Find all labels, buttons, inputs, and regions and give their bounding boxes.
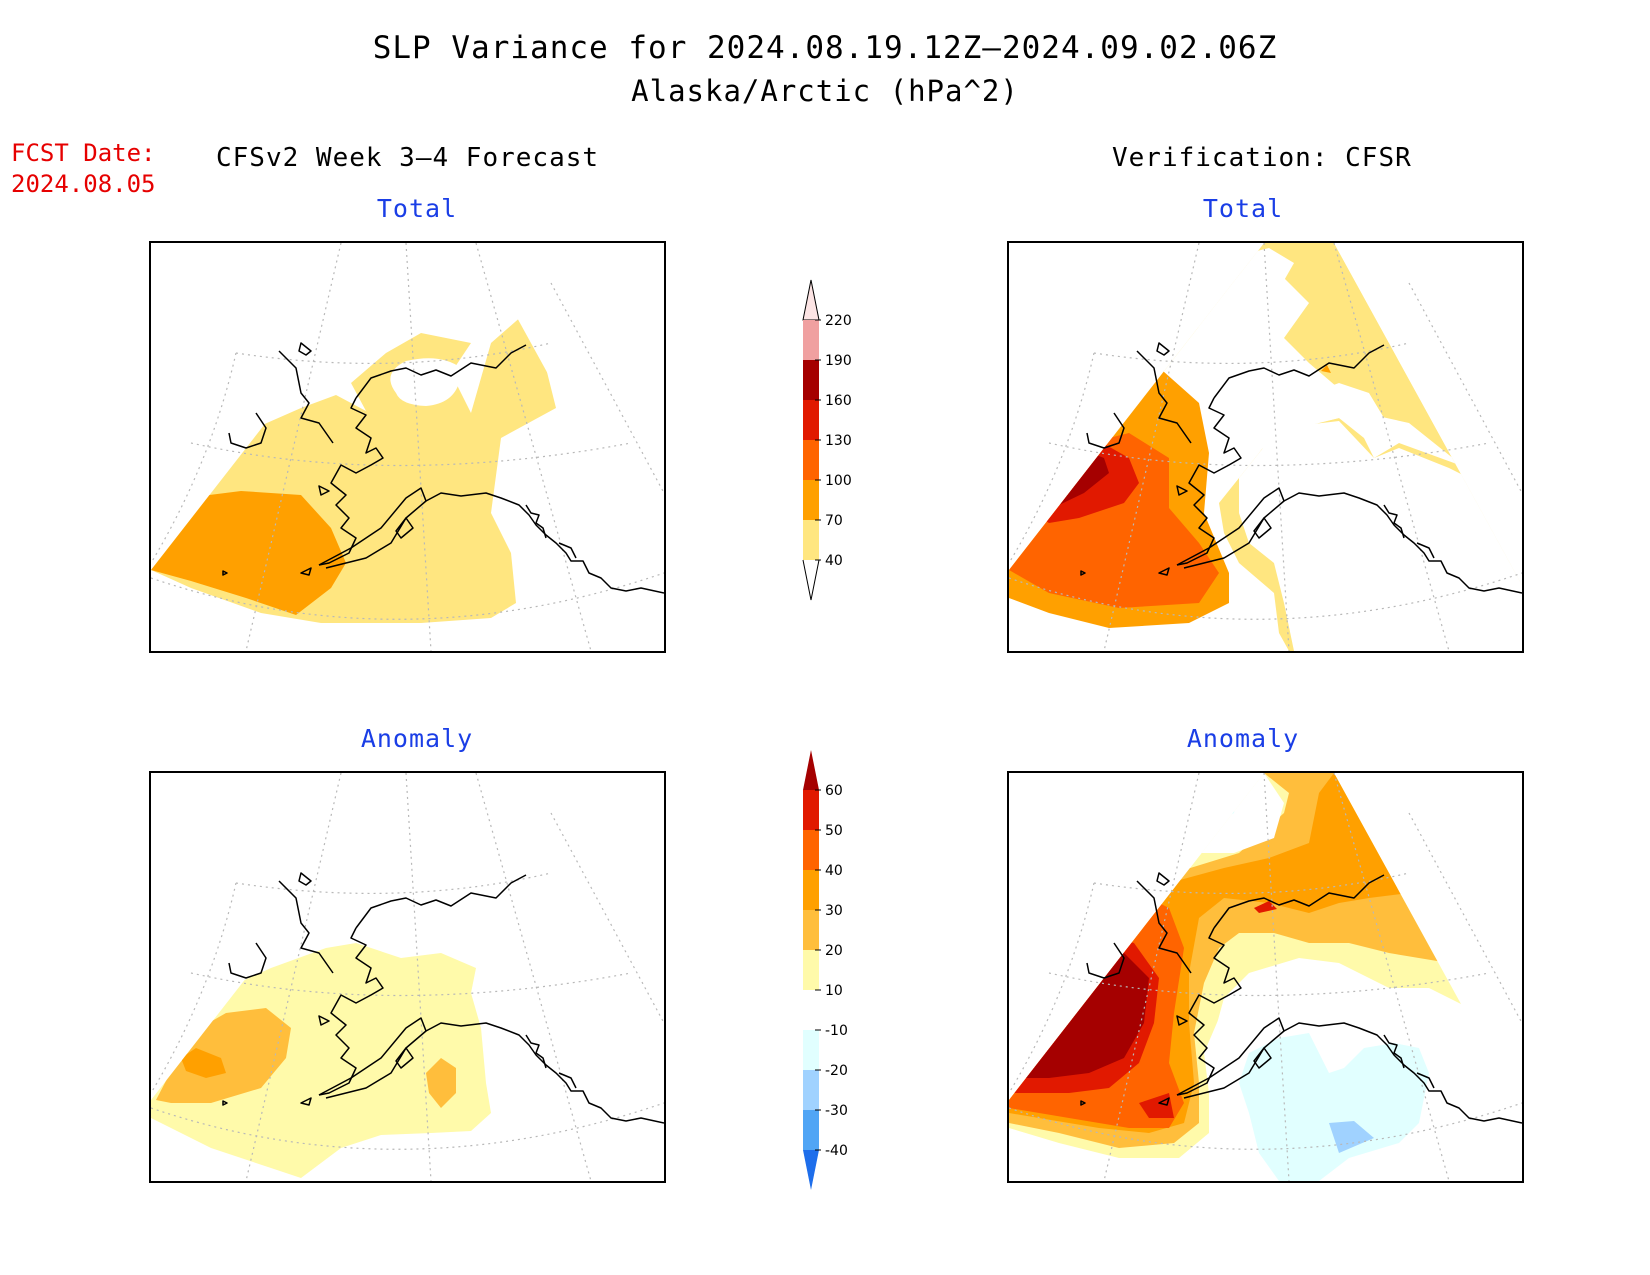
- contour-70-100: [151, 491, 346, 615]
- colorbar-anomaly-tick-label: 40: [825, 863, 843, 879]
- fcst-date-block: FCST Date: 2024.08.05: [11, 138, 156, 200]
- main-subtitle: Alaska/Arctic (hPa^2): [631, 74, 1019, 108]
- colorbar-total-tick-label: 100: [825, 473, 852, 489]
- panel-title-verif-total: Total: [1202, 194, 1284, 223]
- forecast-heading: CFSv2 Week 3–4 Forecast: [216, 143, 600, 173]
- map-panel-forecast-anomaly: [149, 771, 666, 1183]
- contour-10-20: [151, 943, 491, 1178]
- colorbar-anomaly-box: [803, 1110, 819, 1150]
- colorbar-total-tick-label: 70: [825, 513, 843, 529]
- colorbar-anomaly-tick-label: 10: [825, 983, 843, 999]
- colorbar-anomaly-box: [803, 830, 819, 870]
- map-verification-total: [1009, 243, 1522, 651]
- colorbar-anomaly-box: [803, 1070, 819, 1110]
- colorbar-total-bottom-arrow: [802, 559, 820, 601]
- colorbar-total-box: [803, 480, 819, 520]
- contour-20-30: [156, 1008, 291, 1103]
- colorbar-anomaly-box: [803, 910, 819, 950]
- colorbar-total-tick-label: 220: [825, 313, 852, 329]
- map-panel-verification-total: [1007, 241, 1524, 653]
- colorbar-total-box: [803, 360, 819, 400]
- colorbar-total-tick-label: 190: [825, 353, 852, 369]
- map-panel-verification-anomaly: [1007, 771, 1524, 1183]
- verification-heading: Verification: CFSR: [1112, 143, 1412, 173]
- contour-70-100-spot: [1321, 365, 1331, 373]
- colorbar-anomaly-bottom-arrow: [803, 1150, 819, 1190]
- main-title: SLP Variance for 2024.08.19.12Z–2024.09.…: [372, 30, 1278, 66]
- contour-30-40: [181, 1048, 226, 1078]
- map-panel-forecast-total: [149, 241, 666, 653]
- colorbar-anomaly-svg: 60 50 40 30 20 10 -10 -20 -30 -40: [803, 750, 848, 1190]
- colorbar-total-box: [803, 400, 819, 440]
- contour-below-40: [390, 358, 461, 406]
- colorbar-total: 40 70 100 130 160 190 220: [795, 279, 895, 614]
- colorbar-total-svg: 40 70 100 130 160 190 220: [802, 279, 852, 601]
- colorbar-total-box: [803, 520, 819, 560]
- colorbar-anomaly-tick-label: 20: [825, 943, 843, 959]
- colorbar-anomaly-tick-label: 50: [825, 823, 843, 839]
- colorbar-total-box: [803, 440, 819, 480]
- map-verification-anomaly: [1009, 773, 1522, 1181]
- contour-190-220: [1057, 463, 1074, 491]
- panel-title-fcst-anomaly: Anomaly: [360, 724, 474, 753]
- fcst-date-label: FCST Date:: [11, 139, 156, 167]
- contour-50-60-north: [1254, 901, 1277, 913]
- colorbar-anomaly-tick-label: 30: [825, 903, 843, 919]
- colorbar-anomaly-tick-label: -20: [825, 1063, 848, 1079]
- contour-below-40-mid: [1254, 383, 1384, 453]
- colorbar-anomaly-box: [803, 790, 819, 830]
- panel-title-fcst-total: Total: [376, 194, 458, 223]
- colorbar-anomaly-tick-label: -30: [825, 1103, 848, 1119]
- colorbar-total-tick-label: 160: [825, 393, 852, 409]
- contour-below-40-north: [1169, 248, 1294, 328]
- colorbar-total-tick-label: 40: [825, 553, 843, 569]
- colorbar-total-top-arrow: [802, 279, 820, 321]
- map-forecast-anomaly: [151, 773, 664, 1181]
- colorbar-anomaly-box: [803, 990, 819, 1030]
- colorbar-total-box: [803, 320, 819, 360]
- colorbar-anomaly-tick-label: -40: [825, 1143, 848, 1159]
- contour-neg-20-30: [1329, 1121, 1374, 1153]
- contour-below-40-southeast: [1239, 421, 1522, 651]
- colorbar-total-tick-label: 130: [825, 433, 852, 449]
- contour-20-30-east: [426, 1058, 456, 1108]
- colorbar-anomaly-top-arrow: [803, 750, 819, 790]
- colorbar-anomaly-tick-label: -10: [825, 1023, 848, 1039]
- colorbar-anomaly-tick-label: 60: [825, 783, 843, 799]
- fcst-date-value: 2024.08.05: [11, 170, 156, 198]
- panel-title-verif-anomaly: Anomaly: [1186, 724, 1300, 753]
- colorbar-anomaly-box: [803, 950, 819, 990]
- colorbar-anomaly: 60 50 40 30 20 10 -10 -20 -30 -40: [795, 750, 895, 1204]
- colorbar-anomaly-box: [803, 870, 819, 910]
- map-forecast-total: [151, 243, 664, 651]
- colorbar-anomaly-box: [803, 1030, 819, 1070]
- contour-neg-10-20: [1239, 1033, 1429, 1181]
